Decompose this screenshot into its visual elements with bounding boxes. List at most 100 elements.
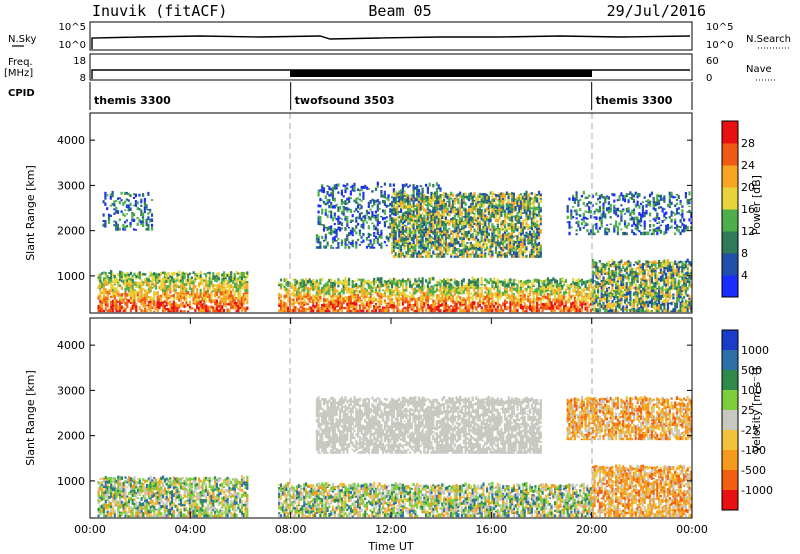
range-gate-cell xyxy=(97,276,100,279)
range-gate-cell xyxy=(144,280,147,284)
range-gate-cell xyxy=(383,192,386,195)
range-gate-cell xyxy=(147,286,150,289)
range-gate-cell xyxy=(602,276,605,280)
range-gate-cell xyxy=(126,285,129,287)
range-gate-cell xyxy=(405,193,408,195)
range-gate-cell xyxy=(322,303,326,307)
range-gate-cell xyxy=(623,299,627,301)
range-gate-cell xyxy=(331,237,335,240)
range-gate-cell xyxy=(658,285,661,290)
range-gate-cell xyxy=(471,280,474,283)
range-gate-cell xyxy=(448,285,451,289)
range-gate-cell xyxy=(423,194,426,198)
range-gate-cell xyxy=(477,217,480,220)
range-gate-cell xyxy=(453,202,456,205)
range-gate-cell xyxy=(656,302,659,307)
range-gate-cell xyxy=(613,261,616,265)
range-gate-cell xyxy=(684,299,687,304)
range-gate-cell xyxy=(500,282,503,287)
range-gate-cell xyxy=(416,297,419,301)
range-gate-cell xyxy=(104,296,107,299)
range-gate-cell xyxy=(401,243,404,246)
range-gate-cell xyxy=(104,308,107,311)
range-gate-cell xyxy=(312,301,315,305)
range-gate-cell xyxy=(649,282,652,287)
range-gate-cell xyxy=(684,308,687,312)
range-gate-cell xyxy=(308,288,311,291)
range-gate-cell xyxy=(600,286,603,290)
range-gate-cell xyxy=(294,306,297,309)
range-gate-cell xyxy=(471,205,474,209)
range-gate-cell xyxy=(221,273,224,277)
range-gate-cell xyxy=(426,206,429,209)
range-gate-cell xyxy=(369,208,372,211)
range-gate-cell xyxy=(169,300,172,304)
range-gate-cell xyxy=(421,194,424,198)
range-gate-cell xyxy=(371,289,374,293)
range-gate-cell xyxy=(217,296,220,299)
range-gate-cell xyxy=(305,283,308,286)
range-gate-cell xyxy=(441,216,444,219)
range-gate-cell xyxy=(398,195,401,199)
range-gate-cell xyxy=(525,279,528,283)
range-gate-cell xyxy=(656,261,659,264)
range-gate-cell xyxy=(421,283,424,287)
range-gate-cell xyxy=(579,309,582,313)
range-gate-cell xyxy=(376,214,379,216)
range-gate-cell xyxy=(611,280,614,284)
range-gate-cell xyxy=(489,302,492,306)
range-gate-cell xyxy=(140,220,143,224)
range-gate-cell xyxy=(600,304,603,308)
range-gate-cell xyxy=(602,279,605,282)
range-gate-cell xyxy=(618,302,621,304)
range-gate-cell xyxy=(451,193,455,197)
range-gate-cell xyxy=(629,286,632,291)
range-gate-cell xyxy=(640,284,643,288)
range-gate-cell xyxy=(242,275,245,279)
range-gate-cell xyxy=(530,287,533,291)
range-gate-cell xyxy=(407,302,410,307)
range-gate-cell xyxy=(290,302,293,306)
range-gate-cell xyxy=(212,283,215,288)
range-gate-cell xyxy=(674,287,677,290)
range-gate-cell xyxy=(360,282,363,286)
range-gate-cell xyxy=(333,228,336,231)
range-gate-cell xyxy=(174,281,177,285)
range-gate-cell xyxy=(430,218,433,222)
range-gate-cell xyxy=(208,301,211,303)
range-gate-cell xyxy=(240,296,244,300)
range-gate-cell xyxy=(446,247,449,251)
range-gate-cell xyxy=(407,300,410,303)
range-gate-cell xyxy=(451,299,455,304)
range-gate-cell xyxy=(439,310,442,313)
range-gate-cell xyxy=(219,285,222,288)
range-gate-cell xyxy=(407,237,410,240)
range-gate-cell xyxy=(283,286,286,288)
range-gate-cell xyxy=(430,192,433,197)
range-gate-cell xyxy=(539,299,542,304)
range-gate-cell xyxy=(677,309,680,313)
range-gate-cell xyxy=(165,298,168,302)
range-gate-cell xyxy=(460,213,464,218)
range-gate-cell xyxy=(331,247,335,249)
range-gate-cell xyxy=(487,300,490,305)
range-gate-cell xyxy=(124,281,127,284)
range-gate-cell xyxy=(539,287,542,290)
range-gate-cell xyxy=(595,281,598,283)
range-gate-cell xyxy=(376,218,379,221)
range-gate-cell xyxy=(428,241,431,244)
range-gate-cell xyxy=(453,288,456,290)
range-gate-cell xyxy=(210,290,213,295)
range-gate-cell xyxy=(622,308,625,311)
range-gate-cell xyxy=(412,283,415,286)
range-gate-cell xyxy=(552,298,555,302)
range-gate-cell xyxy=(226,293,229,297)
range-gate-cell xyxy=(317,235,320,239)
range-gate-cell xyxy=(432,184,435,188)
range-gate-cell xyxy=(428,215,431,218)
range-gate-cell xyxy=(373,199,376,203)
range-gate-cell xyxy=(401,199,404,202)
range-gate-cell xyxy=(563,291,566,296)
range-gate-cell xyxy=(387,236,390,241)
range-gate-cell xyxy=(346,207,349,211)
